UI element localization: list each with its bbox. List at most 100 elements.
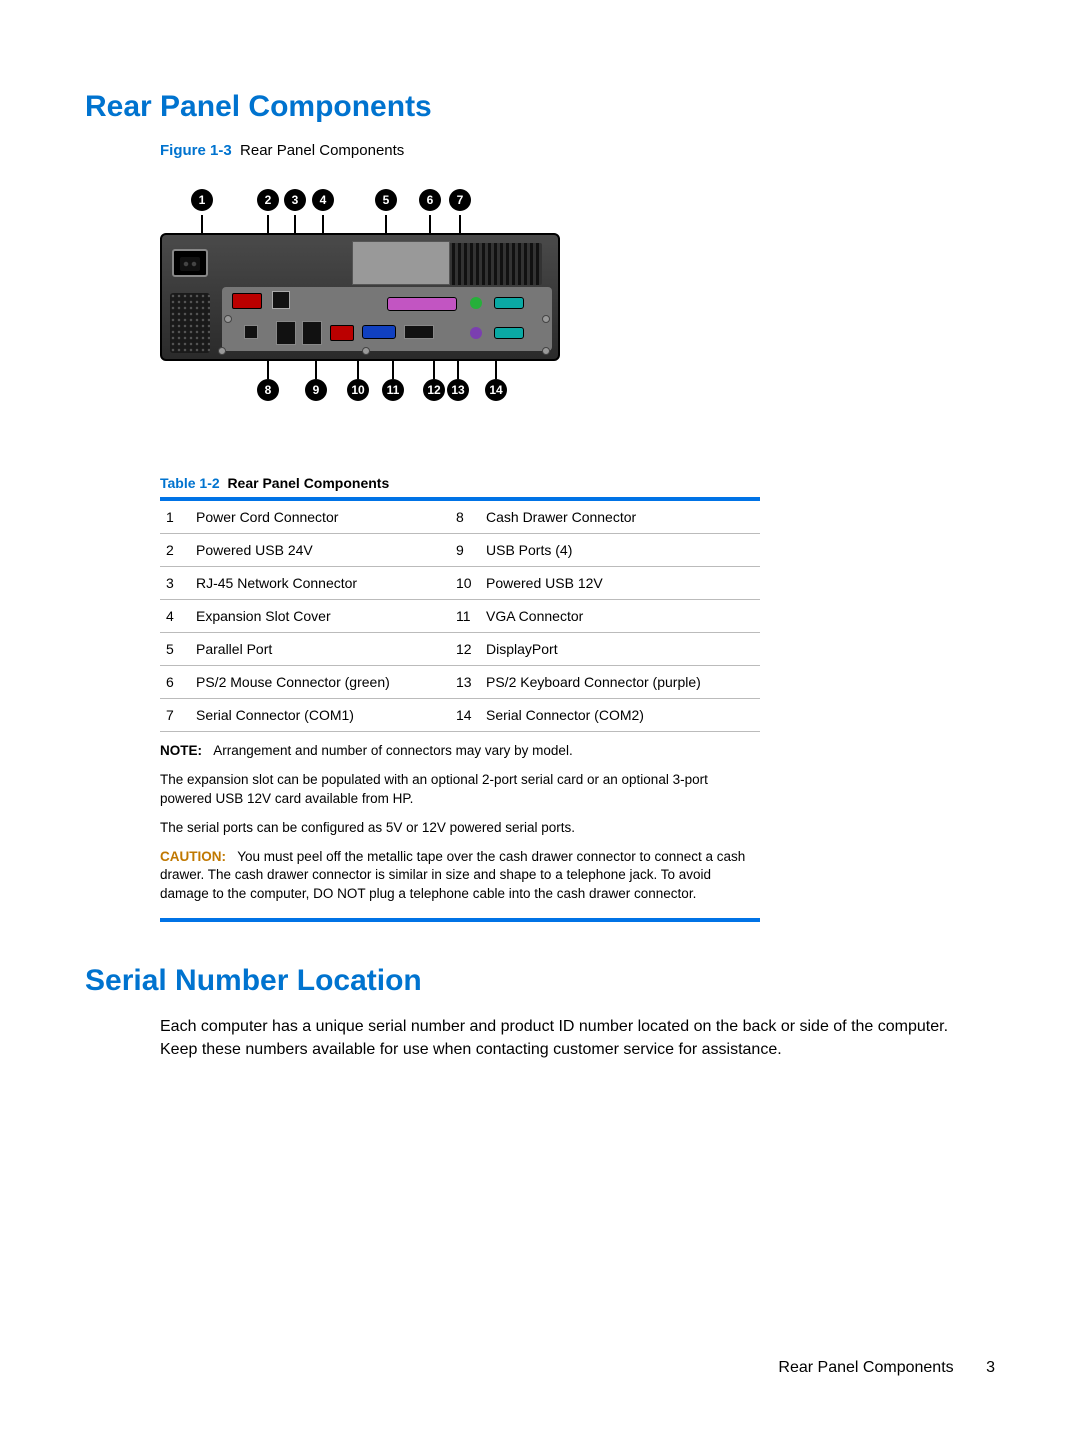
callout-bubble: 2 [257, 189, 279, 211]
powered-usb-12v [330, 325, 354, 341]
components-table: 1Power Cord Connector8Cash Drawer Connec… [160, 501, 760, 732]
leader-line [457, 361, 459, 379]
table-row: 5Parallel Port12DisplayPort [160, 633, 760, 666]
leader-line [385, 215, 387, 233]
note-text: Arrangement and number of connectors may… [213, 743, 572, 758]
cell-num-a: 4 [160, 600, 190, 633]
callout-bubble: 7 [449, 189, 471, 211]
table-row: 4Expansion Slot Cover11VGA Connector [160, 600, 760, 633]
leader-line [433, 361, 435, 379]
caution-label: CAUTION: [160, 849, 226, 864]
callout-bubble: 8 [257, 379, 279, 401]
screw-icon [362, 347, 370, 355]
cash-drawer-port [244, 325, 258, 339]
usb-stack-2 [302, 321, 322, 345]
io-plate [222, 287, 552, 351]
figure-caption: Figure 1-3 Rear Panel Components [160, 142, 995, 159]
cell-desc-a: PS/2 Mouse Connector (green) [190, 666, 450, 699]
cell-num-b: 12 [450, 633, 480, 666]
cell-desc-b: Powered USB 12V [480, 567, 760, 600]
page-footer: Rear Panel Components 3 [778, 1359, 995, 1377]
ps2-mouse-green [470, 297, 482, 309]
cell-num-a: 1 [160, 501, 190, 534]
table-title: Rear Panel Components [227, 475, 389, 491]
usb-stack-1 [276, 321, 296, 345]
notes-bottom-rule [160, 918, 760, 922]
cell-num-a: 5 [160, 633, 190, 666]
powered-usb-24v [232, 293, 262, 309]
cell-num-b: 11 [450, 600, 480, 633]
screw-icon [542, 347, 550, 355]
cell-desc-a: RJ-45 Network Connector [190, 567, 450, 600]
figure-title: Rear Panel Components [240, 142, 404, 159]
cell-desc-a: Expansion Slot Cover [190, 600, 450, 633]
leader-line [322, 215, 324, 233]
serial-number-body: Each computer has a unique serial number… [160, 1016, 980, 1061]
screw-icon [224, 315, 232, 323]
table-row: 7Serial Connector (COM1)14Serial Connect… [160, 699, 760, 732]
cell-desc-b: Cash Drawer Connector [480, 501, 760, 534]
note-paragraph-2: The serial ports can be configured as 5V… [160, 819, 760, 838]
callout-bubble: 1 [191, 189, 213, 211]
table-row: 2Powered USB 24V9USB Ports (4) [160, 534, 760, 567]
cell-num-b: 13 [450, 666, 480, 699]
cell-desc-b: DisplayPort [480, 633, 760, 666]
callout-bubble: 5 [375, 189, 397, 211]
serial-com1 [494, 297, 524, 309]
leader-line [429, 215, 431, 233]
leader-row-top [160, 215, 560, 233]
cell-desc-a: Power Cord Connector [190, 501, 450, 534]
table-row: 3RJ-45 Network Connector10Powered USB 12… [160, 567, 760, 600]
power-inlet-icon [172, 249, 208, 277]
cell-num-a: 2 [160, 534, 190, 567]
cell-desc-b: Serial Connector (COM2) [480, 699, 760, 732]
screw-icon [218, 347, 226, 355]
callout-row-bottom: 891011121314 [160, 379, 560, 405]
screw-icon [542, 315, 550, 323]
callout-bubble: 14 [485, 379, 507, 401]
leader-line [201, 215, 203, 233]
cell-num-a: 3 [160, 567, 190, 600]
leader-row-bottom [160, 361, 560, 379]
cell-desc-a: Parallel Port [190, 633, 450, 666]
leader-line [267, 361, 269, 379]
table-label: Table 1-2 [160, 475, 220, 491]
callout-bubble: 11 [382, 379, 404, 401]
leader-line [392, 361, 394, 379]
rj45-port [272, 291, 290, 309]
cell-desc-b: VGA Connector [480, 600, 760, 633]
table-row: 1Power Cord Connector8Cash Drawer Connec… [160, 501, 760, 534]
parallel-port [387, 297, 457, 311]
heading-serial-number: Serial Number Location [85, 964, 995, 998]
leader-line [495, 361, 497, 379]
displayport [404, 325, 434, 339]
figure-label: Figure 1-3 [160, 142, 232, 159]
callout-bubble: 10 [347, 379, 369, 401]
note-line: NOTE: Arrangement and number of connecto… [160, 742, 760, 761]
callout-bubble: 4 [312, 189, 334, 211]
callout-bubble: 12 [423, 379, 445, 401]
cell-desc-b: USB Ports (4) [480, 534, 760, 567]
notes-block: NOTE: Arrangement and number of connecto… [160, 742, 760, 922]
leader-line [357, 361, 359, 379]
components-table-block: Table 1-2 Rear Panel Components 1Power C… [160, 475, 760, 732]
vga-port [362, 325, 396, 339]
leader-line [459, 215, 461, 233]
cell-desc-b: PS/2 Keyboard Connector (purple) [480, 666, 760, 699]
rear-panel-illustration [160, 233, 560, 361]
callout-row-top: 1234567 [160, 189, 560, 215]
leader-line [315, 361, 317, 379]
table-caption: Table 1-2 Rear Panel Components [160, 475, 760, 491]
cell-num-b: 8 [450, 501, 480, 534]
serial-com2 [494, 327, 524, 339]
expansion-slot-cover [352, 241, 450, 285]
cell-desc-a: Powered USB 24V [190, 534, 450, 567]
note-paragraph-1: The expansion slot can be populated with… [160, 771, 760, 809]
cell-desc-a: Serial Connector (COM1) [190, 699, 450, 732]
leader-line [294, 215, 296, 233]
heading-rear-panel: Rear Panel Components [85, 90, 995, 124]
caution-line: CAUTION: You must peel off the metallic … [160, 848, 760, 905]
note-label: NOTE: [160, 743, 202, 758]
leader-line [267, 215, 269, 233]
cell-num-b: 9 [450, 534, 480, 567]
